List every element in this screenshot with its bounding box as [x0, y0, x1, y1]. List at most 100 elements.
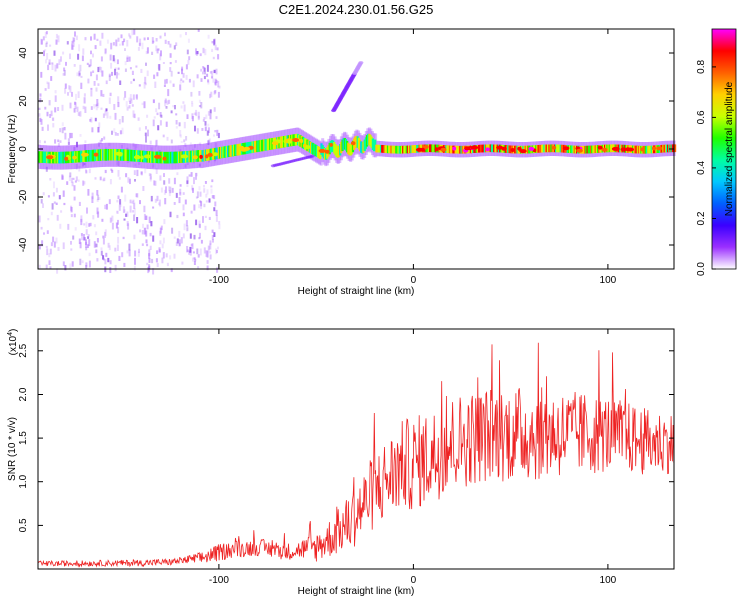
- band-cell: [319, 147, 322, 160]
- band-cell: [493, 144, 496, 153]
- noise-speckle: [90, 117, 93, 123]
- colorbar: 0.0 0.2 0.4 0.6 0.8 Normalized spectral ampl…: [696, 28, 737, 276]
- noise-speckle: [148, 253, 151, 259]
- noise-speckle: [216, 267, 219, 273]
- noise-speckle: [199, 142, 202, 146]
- noise-speckle: [95, 74, 98, 81]
- noise-speckle: [69, 53, 71, 60]
- band-cell: [105, 149, 108, 161]
- noise-speckle: [190, 210, 193, 214]
- noise-speckle: [126, 211, 129, 217]
- band-cell: [584, 145, 587, 154]
- band-cell: [591, 145, 594, 154]
- noise-speckle: [179, 34, 182, 38]
- noise-speckle: [159, 120, 162, 126]
- noise-speckle: [133, 113, 136, 119]
- noise-speckle: [211, 70, 214, 77]
- noise-speckle: [200, 78, 203, 82]
- noise-speckle: [57, 107, 60, 111]
- noise-speckle: [98, 122, 101, 128]
- noise-speckle: [206, 265, 209, 271]
- noise-speckle: [112, 55, 115, 62]
- noise-speckle: [175, 192, 178, 198]
- band-cell: [376, 144, 379, 153]
- noise-speckle: [186, 114, 189, 119]
- noise-speckle: [77, 179, 80, 182]
- noise-speckle: [126, 250, 129, 254]
- noise-speckle: [191, 243, 194, 250]
- noise-speckle: [215, 248, 218, 255]
- noise-speckle: [195, 172, 198, 177]
- noise-speckle: [61, 104, 64, 111]
- band-cell: [315, 145, 318, 157]
- noise-speckle: [49, 114, 52, 118]
- noise-speckle: [211, 76, 214, 79]
- noise-speckle: [159, 35, 162, 39]
- noise-speckle: [133, 208, 136, 216]
- band-cell: [411, 145, 414, 153]
- noise-speckle: [143, 205, 146, 213]
- noise-speckle: [88, 168, 91, 174]
- band-peak: [440, 147, 447, 152]
- noise-speckle: [57, 35, 60, 43]
- noise-speckle: [78, 72, 81, 76]
- noise-speckle: [213, 134, 215, 137]
- band-cell: [514, 145, 517, 154]
- noise-speckle: [196, 128, 199, 134]
- noise-speckle: [55, 202, 58, 205]
- noise-speckle: [38, 113, 41, 117]
- band-cell: [260, 139, 264, 152]
- noise-speckle: [87, 78, 90, 84]
- noise-speckle: [118, 119, 121, 125]
- noise-speckle: [111, 222, 114, 230]
- noise-speckle: [191, 116, 194, 122]
- snr-xlabel: Height of straight line (km): [298, 586, 415, 597]
- noise-speckle: [189, 246, 192, 253]
- band-peak: [329, 142, 333, 147]
- noise-speckle: [141, 243, 144, 246]
- noise-speckle: [192, 80, 195, 88]
- noise-speckle: [179, 130, 182, 137]
- band-cell: [460, 145, 463, 154]
- noise-speckle: [80, 215, 83, 223]
- noise-speckle: [60, 210, 63, 213]
- noise-speckle: [184, 199, 187, 205]
- noise-speckle: [214, 201, 217, 207]
- noise-speckle: [38, 264, 41, 269]
- noise-speckle: [130, 81, 133, 84]
- noise-speckle: [156, 250, 159, 254]
- spectrogram-marks: [38, 29, 677, 275]
- spectrogram-ytick-label: 20: [18, 95, 29, 107]
- noise-speckle: [152, 40, 155, 43]
- noise-speckle: [152, 206, 155, 209]
- noise-speckle: [134, 257, 136, 265]
- noise-speckle: [117, 226, 120, 234]
- noise-speckle: [63, 127, 66, 131]
- band-cell: [546, 144, 549, 153]
- noise-speckle: [71, 40, 74, 44]
- band-cell: [264, 139, 267, 151]
- noise-speckle: [100, 107, 103, 110]
- band-cell: [316, 146, 320, 158]
- noise-speckle: [81, 55, 84, 62]
- noise-speckle: [80, 82, 83, 89]
- noise-speckle: [79, 111, 82, 117]
- noise-speckle: [85, 262, 88, 267]
- noise-speckle: [164, 100, 167, 107]
- band-peak: [140, 155, 144, 160]
- band-cell: [662, 144, 665, 153]
- noise-speckle: [58, 59, 61, 65]
- noise-speckle: [185, 64, 188, 70]
- snr-plot-area: [38, 329, 674, 569]
- band-cell: [535, 145, 538, 153]
- band-peak: [162, 156, 167, 161]
- noise-speckle: [216, 47, 219, 51]
- noise-speckle: [70, 177, 73, 183]
- noise-speckle: [217, 91, 220, 98]
- band-cell: [229, 145, 232, 157]
- noise-speckle: [168, 190, 171, 197]
- noise-speckle: [44, 106, 47, 110]
- noise-speckle: [198, 105, 201, 108]
- band-cell: [77, 150, 80, 163]
- noise-speckle: [89, 118, 92, 122]
